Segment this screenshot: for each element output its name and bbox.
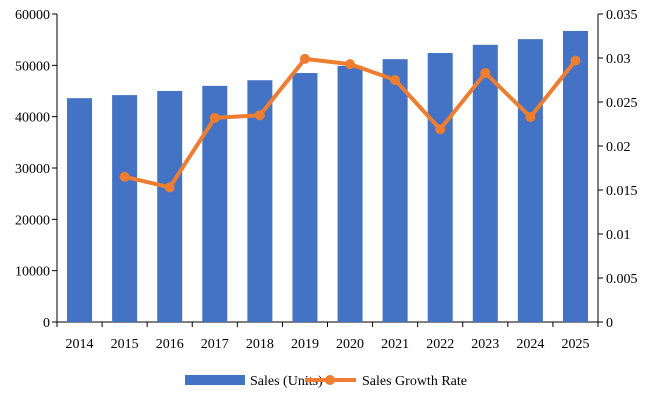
x-tick-label: 2023 <box>471 337 499 352</box>
x-tick-label: 2016 <box>156 337 184 352</box>
growth-point-2021 <box>390 75 401 85</box>
x-tick-label: 2020 <box>336 337 364 352</box>
left-tick-label: 50000 <box>15 59 50 74</box>
x-tick-label: 2025 <box>561 337 589 352</box>
x-tick-label: 2021 <box>381 337 409 352</box>
growth-point-2020 <box>345 59 356 70</box>
left-tick-label: 10000 <box>15 265 50 280</box>
bar-2014 <box>67 98 93 322</box>
left-tick-label: 30000 <box>15 162 50 177</box>
growth-point-2015 <box>119 171 130 182</box>
x-tick-label: 2014 <box>66 337 94 352</box>
bar-2020 <box>337 65 363 322</box>
right-tick-label: 0.035 <box>606 8 638 23</box>
right-tick-label: 0.02 <box>606 140 631 155</box>
bar-2018 <box>247 80 273 322</box>
bar-2024 <box>517 39 543 323</box>
x-tick-label: 2017 <box>201 337 229 352</box>
right-tick-label: 0 <box>606 316 613 331</box>
bar-2023 <box>472 44 498 323</box>
growth-point-2017 <box>209 112 220 123</box>
growth-point-2019 <box>299 53 310 64</box>
bar-2025 <box>562 30 588 322</box>
x-tick-label: 2015 <box>111 337 139 352</box>
growth-point-2018 <box>254 110 265 121</box>
bar-2022 <box>427 53 453 322</box>
bar-2015 <box>112 95 138 323</box>
bar-2021 <box>382 59 408 322</box>
right-tick-label: 0.01 <box>606 228 631 243</box>
bar-2016 <box>157 91 183 322</box>
bar-2017 <box>202 85 228 322</box>
x-tick-label: 2022 <box>426 337 454 352</box>
growth-point-2016 <box>164 182 175 193</box>
x-tick-label: 2019 <box>291 337 319 352</box>
growth-point-2023 <box>480 67 491 78</box>
growth-point-2024 <box>525 111 536 122</box>
legend-label-line: Sales Growth Rate <box>362 374 467 389</box>
growth-point-2022 <box>435 124 446 135</box>
left-tick-label: 20000 <box>15 213 50 228</box>
left-tick-label: 60000 <box>15 8 50 23</box>
left-tick-label: 0 <box>43 316 50 331</box>
right-tick-label: 0.005 <box>606 272 638 287</box>
right-tick-label: 0.03 <box>606 52 631 67</box>
bar-2019 <box>292 73 318 323</box>
growth-point-2025 <box>570 55 581 66</box>
right-tick-label: 0.025 <box>606 96 638 111</box>
x-tick-label: 2024 <box>516 337 544 352</box>
x-tick-label: 2018 <box>246 337 274 352</box>
left-tick-label: 40000 <box>15 111 50 126</box>
legend-marker-line <box>325 375 335 385</box>
right-tick-label: 0.015 <box>606 184 638 199</box>
legend-swatch-bar <box>185 375 245 385</box>
legend-label-bar: Sales (Units) <box>250 374 323 389</box>
